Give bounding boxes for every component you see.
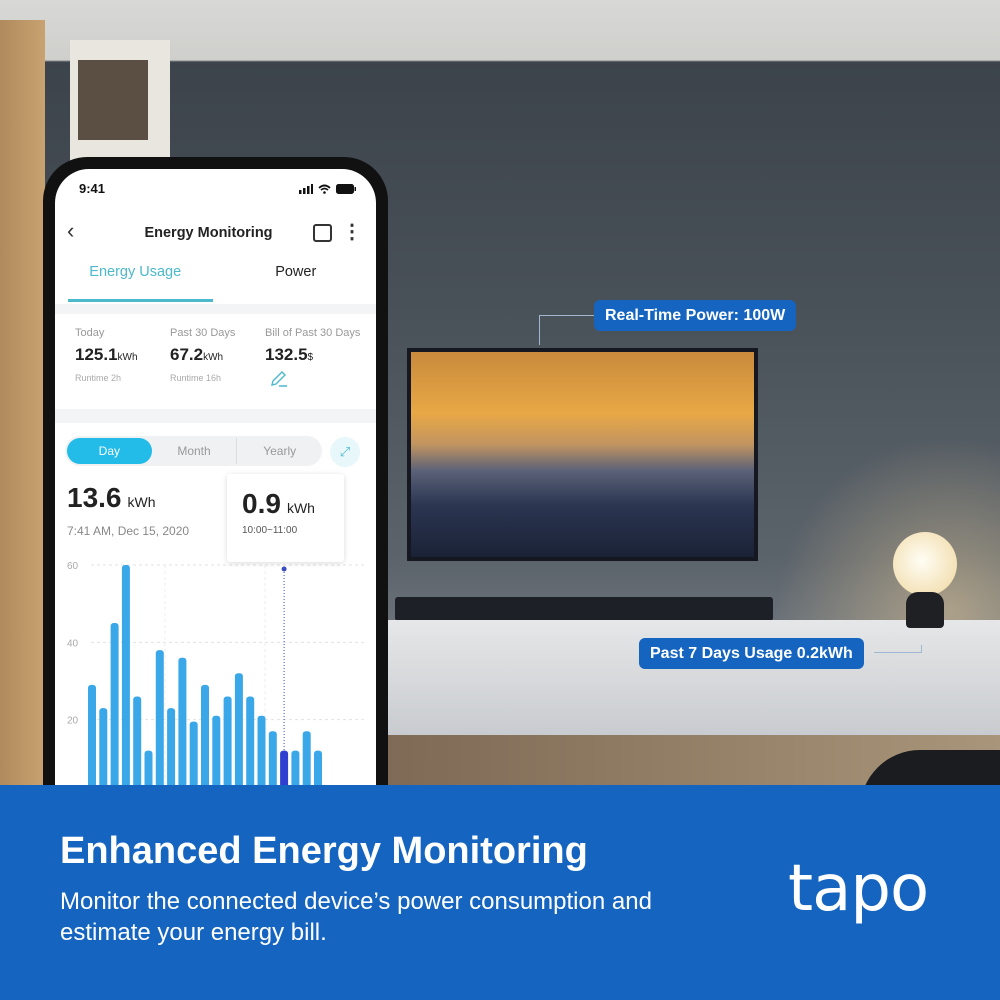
realtime-power-callout: Real-Time Power: 100W [594,300,797,331]
bar [223,696,232,799]
bar [178,657,187,799]
stat-label: Today [75,327,105,339]
bar [167,708,176,799]
period-month[interactable]: Month [177,444,211,458]
stat-unit: kWh [117,352,138,363]
battery-icon [336,183,356,194]
tab-bar: Energy Usage Power [55,259,376,291]
lamp-base [906,592,944,628]
bar [302,731,311,799]
bar [246,696,255,799]
bar [234,673,243,799]
y-tick-label: 60 [67,561,79,572]
stat-unit: $ [307,352,314,363]
period-yearly[interactable]: Yearly [236,438,322,464]
bar [268,731,277,799]
signal-icon [299,183,313,194]
cursor-dot [281,566,287,572]
bar [257,715,266,799]
tooltip-unit: kWh [286,500,315,516]
stat-label: Bill of Past 30 Days [265,327,361,339]
tapo-logo: tapo [788,852,929,926]
past-7-days-callout: Past 7 Days Usage 0.2kWh [639,638,864,669]
stat-label: Past 30 Days [170,327,236,339]
stats-row: Today 125.1kWh Runtime 2h Past 30 Days 6… [75,327,376,394]
calendar-icon[interactable] [313,224,332,242]
chart-tooltip: 0.9 kWh 10:00~11:00 [227,474,344,562]
bar [88,684,96,799]
stat-value: 67.2 [170,345,204,364]
stat-past-30-days: Past 30 Days 67.2kWh Runtime 16h [170,327,265,394]
active-tab-indicator [68,299,213,302]
period-day[interactable]: Day [67,438,152,464]
stat-value: 125.1 [75,345,118,364]
app-screen: 9:41 ‹ Energy Monitoring ⋮ Energy Usage … [55,169,376,825]
total-value: 13.6 [67,482,122,513]
television [407,348,758,561]
living-room-photo: Real-Time Power: 100W Past 7 Days Usage … [0,0,1000,785]
shelf-books [78,60,148,140]
tv-screen [411,352,754,557]
bar [155,650,164,799]
bar [212,715,221,799]
bar [201,684,209,799]
bar [121,565,130,799]
bar [133,696,142,799]
phone: 9:41 ‹ Energy Monitoring ⋮ Energy Usage … [43,157,388,837]
expand-icon[interactable]: ⤢ [330,437,360,467]
bar [99,708,108,799]
wifi-icon [318,184,331,194]
period-selector: Day Month Yearly [65,436,322,466]
timestamp: 7:41 AM, Dec 15, 2020 [67,524,190,538]
tab-energy-usage[interactable]: Energy Usage [89,264,182,280]
stat-unit: kWh [203,352,224,363]
stat-runtime: Runtime 16h [170,373,222,383]
clock: 9:41 [79,181,106,196]
more-options-icon[interactable]: ⋮ [342,221,362,243]
divider [55,409,376,423]
total-usage: 13.6 kWh [67,482,156,514]
stat-runtime: Runtime 2h [75,373,122,383]
subheadline: Monitor the connected device’s power con… [60,888,652,946]
status-bar: 9:41 [79,181,356,196]
tooltip-value: 0.9 [242,488,281,519]
stat-value: 132.5 [265,345,308,364]
leader-line [539,315,595,345]
leader-line [874,645,922,653]
tab-power[interactable]: Power [275,264,317,280]
headline: Enhanced Energy Monitoring [60,830,588,872]
wood-panel [0,20,45,785]
usage-bar-chart: 60 40 20 [67,561,365,799]
total-unit: kWh [127,494,156,510]
app-header: ‹ Energy Monitoring ⋮ [55,215,376,251]
stat-today: Today 125.1kWh Runtime 2h [75,327,170,394]
soundbar [395,597,773,621]
bar [189,721,198,799]
y-tick-label: 20 [67,716,79,727]
page-title: Energy Monitoring [144,225,273,241]
bar [110,623,119,799]
stat-bill: Bill of Past 30 Days 132.5$ [265,327,360,394]
tooltip-range: 10:00~11:00 [242,525,298,536]
lamp-bulb [893,532,957,596]
y-tick-label: 40 [67,638,79,649]
back-icon[interactable]: ‹ [67,218,75,243]
banner [0,785,1000,1000]
edit-pencil-icon[interactable] [269,369,289,389]
divider [55,304,376,314]
